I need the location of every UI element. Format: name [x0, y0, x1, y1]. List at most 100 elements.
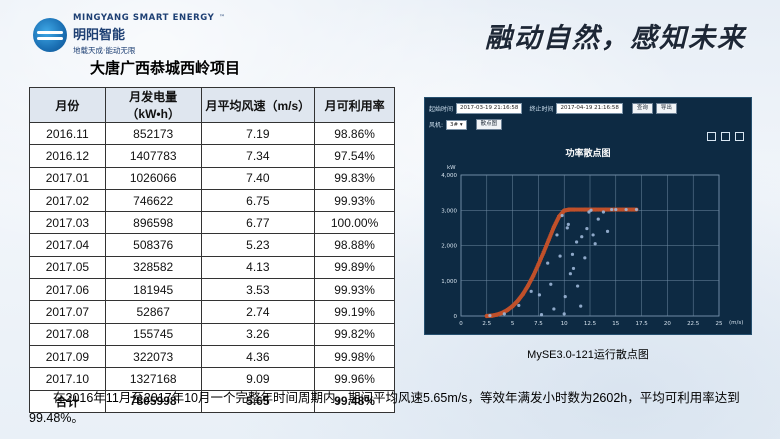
cell-month: 2017.06	[29, 278, 106, 302]
scatter-point	[558, 254, 562, 258]
cell-total-wind-speed: 5.65	[200, 389, 316, 413]
curve-point	[593, 207, 598, 212]
cell-generation: 1327168	[104, 367, 202, 391]
slogan: 融动自然，感知未来	[485, 23, 746, 54]
chart-title: 功率散点图	[565, 149, 611, 159]
cell-availability: 99.98%	[314, 344, 395, 369]
curve-point	[567, 207, 572, 212]
scatter-point	[555, 233, 559, 237]
cell-generation: 1407783	[104, 144, 202, 168]
cell-month: 2017.10	[29, 367, 106, 391]
cell-availability: 99.89%	[314, 255, 395, 280]
scatter-point	[488, 314, 492, 318]
table-row: 2017.08 155745 3.26 99.82%	[29, 322, 395, 346]
turbine-select-value: 3#	[450, 121, 459, 128]
y-tick-label: 1,000	[441, 279, 457, 285]
header-availability: 月可利用率	[314, 87, 395, 123]
cell-availability: 98.88%	[314, 233, 395, 257]
scatter-point	[571, 266, 576, 271]
chart-toolbar	[707, 132, 744, 141]
turbine-select[interactable]: 3# ▾	[446, 119, 467, 130]
start-time-input[interactable]: 2017-03-19 21:16:58	[456, 103, 523, 114]
cell-availability: 99.82%	[314, 322, 395, 346]
y-tick-label: 0	[454, 314, 458, 320]
x-tick-label: 10	[561, 321, 568, 327]
logo-tagline: 地载天成·能动无限	[73, 46, 136, 55]
cell-generation: 155745	[104, 322, 202, 346]
scatter-point	[565, 226, 569, 230]
scatter-point	[614, 207, 618, 212]
company-logo: MINGYANG SMART ENERGY 明阳智能 地载天成·能动无限 ™	[33, 13, 225, 56]
scatter-point	[568, 272, 572, 276]
x-tick-label: 5	[511, 321, 515, 327]
scatter-point	[579, 304, 583, 308]
scada-panel: 起始时间 2017-03-19 21:16:58 终止时间 2017-04-19…	[424, 97, 752, 335]
x-tick-label: 7.5	[534, 321, 543, 327]
curve-point	[531, 273, 536, 278]
query-button[interactable]: 查询	[631, 103, 653, 114]
cell-month: 2017.01	[29, 166, 106, 190]
scatter-button[interactable]: 散点图	[475, 119, 503, 130]
table-row: 2016.12 1407783 7.34 97.54%	[29, 144, 395, 168]
x-axis-label: (m/s)	[729, 320, 743, 326]
cell-month: 2016.12	[29, 144, 106, 168]
curve-point	[546, 237, 551, 242]
cell-availability: 99.19%	[314, 300, 395, 324]
export-button[interactable]: 导出	[655, 103, 677, 114]
turbine-filter-row: 风机: 3# ▾ 散点图	[429, 119, 503, 130]
x-tick-label: 17.5	[635, 321, 648, 327]
logo-english-name: MINGYANG SMART ENERGY	[73, 13, 215, 23]
cell-generation: 508376	[104, 233, 202, 257]
scatter-point	[580, 235, 584, 239]
scatter-point	[596, 217, 600, 221]
scatter-point	[529, 289, 533, 293]
cell-wind-speed: 6.75	[200, 188, 316, 213]
cell-availability: 99.93%	[314, 188, 395, 213]
end-time-input[interactable]: 2017-04-19 21:16:58	[556, 103, 623, 114]
y-tick-label: 4,000	[441, 173, 457, 179]
x-tick-label: 25	[716, 321, 723, 327]
cell-wind-speed: 7.19	[200, 121, 316, 146]
cell-month: 2016.11	[29, 121, 106, 146]
refresh-icon[interactable]	[721, 132, 730, 141]
cell-wind-speed: 2.74	[200, 300, 316, 324]
table-body: 2016.11 852173 7.19 98.86% 2016.12 1407783 7.3…	[29, 121, 395, 413]
curve-point	[515, 298, 520, 303]
power-scatter-chart: 0 1,000 2,000 3,000 4,000 0 2.5 5 7.5 10 12.5 15 17.…	[441, 165, 743, 327]
cell-generation: 52867	[104, 300, 202, 324]
summary-text: 在2016年11月至2017年10月一个完整年时间周期内，期间平均风速5.65m…	[29, 391, 740, 425]
chart-caption: MySE3.0-121运行散点图	[527, 349, 649, 361]
curve-point	[541, 250, 546, 255]
scatter-point	[560, 213, 564, 218]
expand-icon[interactable]	[707, 132, 716, 141]
scatter-point	[517, 303, 521, 308]
scatter-point	[634, 207, 639, 212]
cell-month: 2017.09	[29, 344, 106, 369]
table-total-row: 合计 7805998 5.65 99.48%	[29, 389, 395, 413]
cell-availability: 97.54%	[314, 144, 395, 168]
x-tick-label: 2.5	[482, 321, 491, 327]
curve-point	[484, 313, 489, 319]
table-row: 2017.10 1327168 9.09 99.96%	[29, 367, 395, 391]
scatter-point	[563, 295, 567, 299]
header-month: 月份	[29, 87, 106, 123]
table-row: 2017.02 746622 6.75 99.93%	[29, 188, 395, 213]
table-row: 2017.07 52867 2.74 99.19%	[29, 300, 395, 324]
cell-generation: 181945	[104, 278, 202, 302]
save-image-icon[interactable]	[735, 132, 744, 141]
cell-wind-speed: 3.26	[200, 322, 316, 346]
table-row: 2017.01 1026066 7.40 99.83%	[29, 166, 395, 190]
cell-generation: 852173	[104, 121, 202, 146]
header-generation: 月发电量（kW•h）	[104, 87, 202, 123]
curve-point	[572, 207, 577, 212]
curve-point	[525, 283, 531, 288]
curve-point	[536, 262, 541, 267]
table-row: 2016.11 852173 7.19 98.86%	[29, 121, 395, 146]
cell-month: 2017.08	[29, 322, 106, 346]
scatter-point	[576, 284, 580, 288]
cell-generation: 746622	[104, 188, 202, 213]
scatter-point	[562, 312, 566, 316]
scatter-point	[585, 226, 589, 231]
curve-point	[551, 225, 556, 230]
curve-point	[582, 207, 587, 212]
